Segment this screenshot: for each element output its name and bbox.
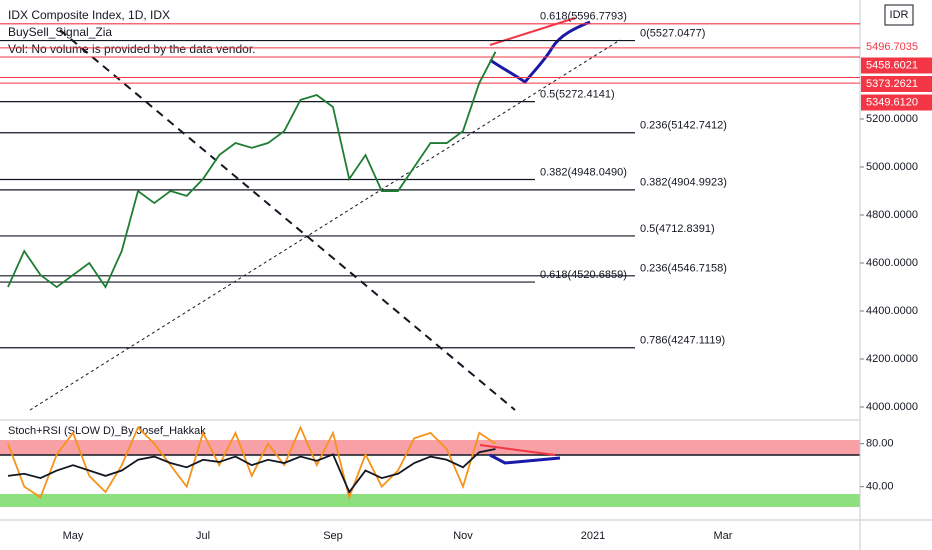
projection [489,453,561,465]
price-label: 5458.6021 [866,59,918,71]
fib-label: 0.618(4520.6859) [540,269,627,281]
trend-line [59,29,516,411]
volume-note: Vol: No volume is provided by the data v… [8,42,255,56]
y-tick-label: 4200.0000 [866,353,918,365]
fib-label: 0.382(4904.9923) [640,177,727,189]
y-tick-label: 4400.0000 [866,305,918,317]
price-label: 5349.6120 [866,96,918,108]
x-tick-label: 2021 [581,530,605,542]
price-label-box [861,57,932,74]
y-tick-label: 4000.0000 [866,401,918,413]
fib-label: 0(5527.0477) [640,27,705,39]
y-tick-label: 5200.0000 [866,113,918,125]
price-line [7,448,496,494]
x-tick-label: May [63,530,84,542]
fib-label: 0.5(5272.4141) [540,89,615,101]
y-tick-label: 4600.0000 [866,257,918,269]
y-tick-label: 80.00 [866,438,894,450]
currency[interactable]: IDR [890,9,909,21]
price-label-box [861,76,932,92]
fib-label: 0.382(4948.0490) [540,166,627,178]
price-line [7,51,497,289]
price-label-box [861,94,932,111]
fib-label: 0.236(5142.7412) [640,120,727,132]
y-tick-label: 40.00 [866,481,894,493]
price-label: 5496.7035 [866,41,918,53]
x-tick-label: Nov [453,530,473,542]
currency-box[interactable] [884,4,914,26]
price-line [7,425,496,501]
oversold-band [0,494,860,507]
chart-title: IDX Composite Index, 1D, IDX [8,8,170,22]
fib-label: 0.786(4247.1119) [640,335,725,347]
x-tick-label: Jul [196,530,210,542]
indicator-title: Stoch+RSI (SLOW D)_By Josef_Hakkak [8,425,206,437]
y-tick-label: 4800.0000 [866,209,918,221]
fib-label: 0.618(5596.7793) [540,11,627,23]
price-label-box [861,39,932,55]
projection [489,20,591,85]
price-label: 5373.2621 [866,78,918,90]
trend-line [29,39,621,411]
x-tick-label: Sep [323,530,343,542]
fib-label: 0.5(4712.8391) [640,223,715,235]
overbought-band [0,440,860,455]
trend-line [479,444,556,456]
fib-label: 0.236(4546.7158) [640,263,727,275]
y-tick-label: 5000.0000 [866,161,918,173]
x-tick-label: Mar [714,530,733,542]
indicator-name: BuySell_Signal_Zia [8,25,112,39]
